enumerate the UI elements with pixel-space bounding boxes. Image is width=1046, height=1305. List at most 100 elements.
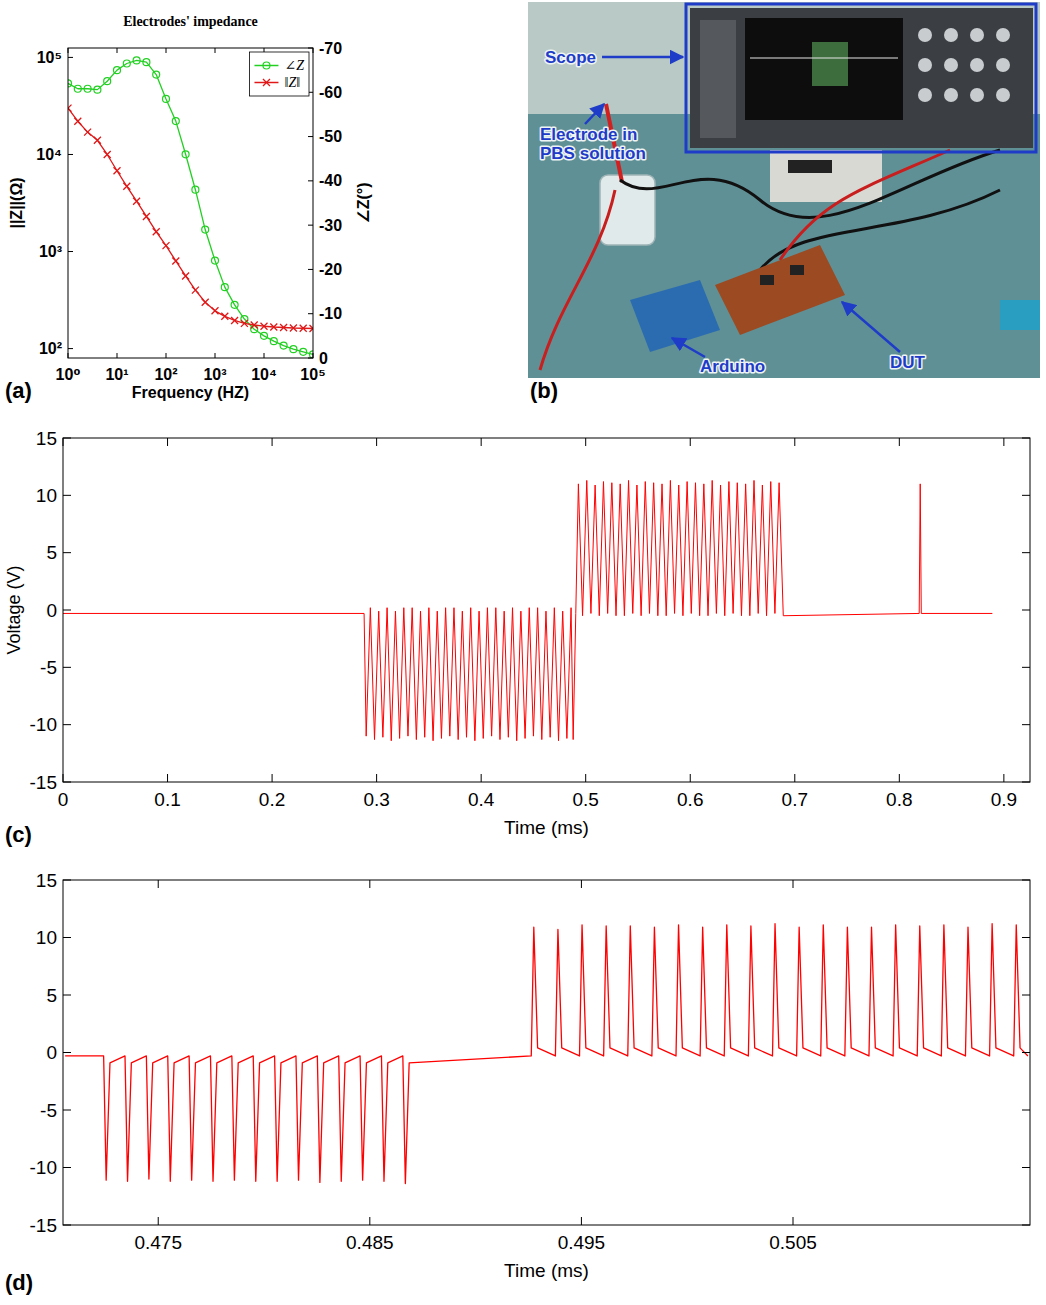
series-marker: [182, 151, 189, 158]
x-tick: [264, 353, 265, 358]
y-tick-label: -15: [30, 772, 57, 793]
series-line: [65, 924, 1028, 1184]
x-tick: [167, 438, 168, 446]
y2-axis-title: ∠Z(°): [355, 182, 372, 223]
x-tick: [166, 48, 167, 53]
x-tick: [581, 880, 582, 888]
series-marker: [310, 325, 314, 332]
series-marker: [280, 342, 287, 349]
y-tick: [63, 1110, 71, 1111]
series-marker: [163, 95, 170, 102]
x-tick: [117, 353, 118, 358]
x-tick: [313, 48, 314, 53]
y-tick: [1022, 995, 1030, 996]
arduino-board: [630, 280, 720, 352]
legend-symbol: [263, 62, 270, 69]
series-marker: [300, 348, 307, 355]
y-tick-label: -10: [30, 1157, 57, 1178]
power-display: [788, 160, 832, 173]
x-tick-label: 10¹: [105, 366, 128, 383]
scope-body: [690, 8, 1033, 148]
y-tick: [1022, 937, 1030, 938]
series-marker: [212, 257, 219, 264]
y2-tick-label: -60: [319, 84, 342, 101]
series-marker: [94, 137, 101, 144]
y-tick: [68, 154, 73, 155]
chart-title: Electrodes' impedance: [123, 14, 258, 29]
x-tick: [272, 774, 273, 782]
series-marker: [290, 346, 297, 353]
series-marker: [270, 338, 277, 345]
chart-panel: 00.10.20.30.40.50.60.70.80.9-15-10-50510…: [4, 428, 1030, 848]
x-tick: [166, 353, 167, 358]
x-axis-title: Frequency (HZ): [132, 384, 249, 401]
x-tick: [793, 1217, 794, 1225]
x-axis-title: Time (ms): [504, 817, 589, 838]
series-marker: [310, 351, 314, 358]
y-tick: [1022, 1225, 1030, 1226]
x-tick-label: 0.9: [991, 789, 1017, 810]
y-tick: [1022, 610, 1030, 611]
x-tick: [215, 353, 216, 358]
scope-knob: [970, 58, 984, 72]
x-tick: [690, 774, 691, 782]
x-tick: [899, 774, 900, 782]
x-tick-label: 0.8: [886, 789, 912, 810]
y2-tick: [308, 313, 313, 314]
x-tick: [63, 438, 64, 446]
photo-panel: ScopeElectrode inPBS solutionArduinoDUT(…: [528, 2, 1040, 403]
y2-tick-label: -50: [319, 128, 342, 145]
x-tick: [313, 353, 314, 358]
scope-trace: [812, 42, 848, 86]
y2-tick-label: -40: [319, 172, 342, 189]
x-tick: [369, 880, 370, 888]
y2-tick: [308, 180, 313, 181]
x-tick: [369, 1217, 370, 1225]
scope-buttons: [700, 20, 736, 138]
y-tick: [1022, 1167, 1030, 1168]
x-tick-label: 10²: [154, 366, 177, 383]
series-marker: [114, 167, 121, 174]
y-tick: [63, 937, 71, 938]
x-tick-label: 0.505: [769, 1232, 817, 1253]
x-tick: [158, 880, 159, 888]
annotation: Electrode inPBS solution: [540, 125, 646, 163]
x-tick-label: 0.2: [259, 789, 285, 810]
scope-knob: [944, 28, 958, 42]
y-tick: [1022, 495, 1030, 496]
series-marker: [172, 257, 179, 264]
series-line: [63, 480, 992, 740]
series-marker: [143, 59, 150, 66]
series-marker: [202, 299, 209, 306]
series-marker: [123, 183, 130, 190]
series-marker: [280, 324, 287, 331]
x-tick-label: 0.7: [782, 789, 808, 810]
x-tick: [167, 774, 168, 782]
object: [1000, 300, 1040, 330]
series-marker: [133, 57, 140, 64]
panel-letter: (a): [5, 378, 32, 403]
series-marker: [221, 313, 228, 320]
wire: [620, 150, 1000, 218]
y-tick: [63, 1225, 71, 1226]
series-marker: [104, 78, 111, 85]
y-tick: [1022, 438, 1030, 439]
x-tick-label: 0.6: [677, 789, 703, 810]
y-tick: [1022, 724, 1030, 725]
x-tick: [376, 774, 377, 782]
component: [790, 265, 804, 275]
y-tick-label: 10⁴: [36, 146, 62, 163]
series-line: [68, 60, 313, 354]
y-tick-label: 10: [36, 927, 57, 948]
series-marker: [68, 80, 72, 87]
y-tick: [1022, 1110, 1030, 1111]
y-tick-label: 10⁵: [37, 49, 62, 66]
series-marker: [114, 67, 121, 74]
x-tick-label: 0.495: [558, 1232, 606, 1253]
scope-knob: [970, 28, 984, 42]
x-tick: [481, 774, 482, 782]
x-tick: [690, 438, 691, 446]
table: [528, 2, 1040, 378]
legend-symbol: [254, 65, 278, 67]
series-marker: [133, 198, 140, 205]
